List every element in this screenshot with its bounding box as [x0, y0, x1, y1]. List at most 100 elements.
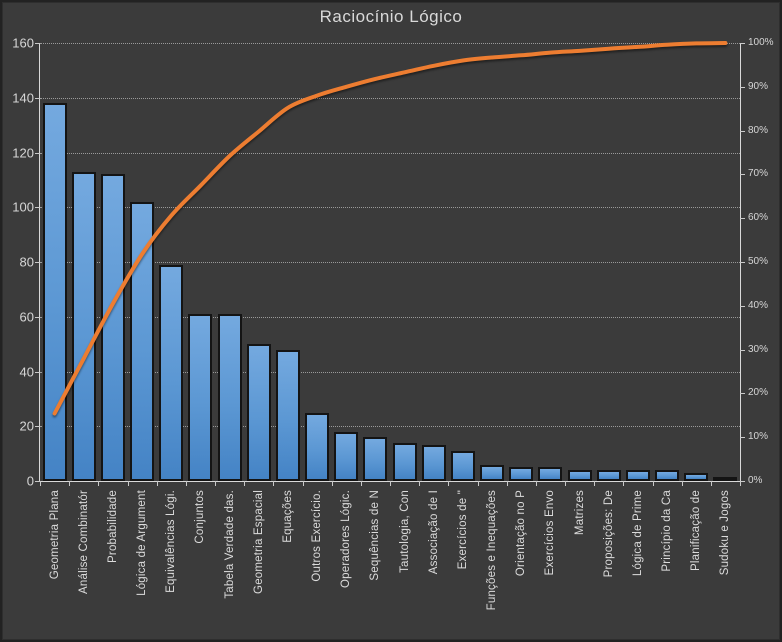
right-axis-tick-label: 10% — [748, 431, 769, 443]
bar-19[interactable] — [567, 470, 592, 481]
axis-tick — [244, 481, 245, 486]
axis-tick — [35, 426, 40, 428]
gridline — [40, 152, 740, 154]
axis-tick — [35, 207, 40, 209]
category-label: Outros Exercício. — [311, 490, 324, 582]
category-label: Conjuntos — [194, 490, 207, 544]
left-axis-tick-label: 0 — [26, 473, 34, 489]
bar-15[interactable] — [450, 450, 475, 481]
category-label: Planificação de — [690, 490, 703, 571]
axis-tick — [740, 349, 745, 351]
category-label: Tabela Verdade das. — [223, 490, 236, 599]
category-label: Exercícios Envo — [544, 490, 557, 576]
bar-13[interactable] — [392, 442, 417, 481]
axis-tick — [35, 262, 40, 263]
right-axis-tick-label: 20% — [748, 387, 769, 399]
axis-tick — [186, 481, 187, 486]
axis-tick — [623, 481, 624, 486]
bar-21[interactable] — [625, 470, 650, 481]
cumulative-percent-line[interactable] — [52, 41, 728, 416]
axis-tick — [507, 481, 508, 486]
axis-tick — [740, 481, 745, 482]
category-label: Funções e Inequações — [486, 490, 499, 611]
bar-23[interactable] — [684, 472, 709, 481]
category-label: Sudoku e Jogos — [719, 490, 732, 576]
category-label: Operadores Lógic. — [340, 490, 353, 589]
category-label: Equivalências Lógi. — [165, 490, 178, 593]
bar-6[interactable] — [188, 314, 213, 481]
axis-tick — [594, 481, 595, 486]
axis-tick — [448, 481, 449, 486]
category-label: Geometria Espacial — [252, 490, 265, 594]
axis-tick — [740, 174, 745, 176]
bar-10[interactable] — [305, 412, 330, 481]
right-axis-tick-label: 100% — [748, 37, 774, 48]
axis-tick — [478, 481, 479, 486]
bar-24[interactable] — [713, 477, 738, 481]
right-axis-tick-label: 50% — [748, 256, 769, 267]
cumulative-line-chart[interactable] — [40, 41, 740, 481]
category-label: Lógica de Argument — [136, 490, 149, 596]
bar-3[interactable] — [100, 174, 125, 481]
axis-tick — [35, 152, 40, 154]
category-label: Orientação no P — [515, 490, 528, 577]
axis-tick — [69, 481, 70, 486]
category-label: Associação de I — [427, 490, 440, 575]
bar-22[interactable] — [655, 470, 680, 481]
axis-tick — [35, 316, 40, 318]
bar-16[interactable] — [480, 464, 505, 481]
bar-9[interactable] — [275, 349, 300, 481]
axis-tick — [536, 481, 537, 486]
bar-11[interactable] — [334, 431, 359, 481]
axis-tick — [390, 481, 391, 486]
left-axis-tick-label: 120 — [12, 145, 34, 160]
axis-tick — [273, 481, 274, 486]
bar-1[interactable] — [42, 103, 67, 481]
bar-7[interactable] — [217, 314, 242, 481]
axis-tick — [40, 481, 41, 486]
bar-14[interactable] — [421, 445, 446, 481]
bar-20[interactable] — [596, 470, 621, 481]
bar-17[interactable] — [509, 467, 534, 481]
axis-tick — [653, 481, 654, 486]
category-label: Análise Combinatór — [77, 490, 90, 594]
category-label: Sequências de N — [369, 490, 382, 581]
bar-4[interactable] — [130, 201, 155, 481]
right-axis-tick-label: 90% — [748, 80, 769, 92]
category-label: Equações — [281, 490, 294, 543]
chart-title[interactable]: Raciocínio Lógico — [319, 7, 463, 26]
category-label: Matrizes — [573, 490, 586, 536]
bar-8[interactable] — [246, 344, 271, 481]
category-label: Tautologia, Con — [398, 490, 411, 573]
bar-2[interactable] — [71, 171, 96, 481]
gridline — [40, 426, 740, 428]
left-axis-tick-label: 40 — [19, 364, 34, 379]
gridline — [40, 43, 740, 44]
bar-5[interactable] — [159, 264, 184, 481]
plot-area — [40, 43, 740, 481]
bar-12[interactable] — [363, 437, 388, 481]
left-axis-tick-label: 20 — [19, 418, 34, 434]
axis-tick — [740, 262, 745, 263]
left-axis-tick-label: 80 — [19, 254, 34, 270]
left-axis-tick-label: 140 — [12, 90, 34, 106]
gridline — [40, 207, 740, 209]
bar-18[interactable] — [538, 467, 563, 481]
right-axis-tick-label: 30% — [748, 343, 769, 355]
gridline — [40, 316, 740, 318]
axis-tick — [740, 393, 745, 395]
axis-tick — [740, 43, 745, 44]
category-label: Exercícios de " — [456, 490, 469, 570]
gridline — [40, 371, 740, 373]
category-label: Lógica de Prime — [631, 490, 644, 577]
axis-tick — [332, 481, 333, 486]
left-axis-tick-label: 100 — [12, 199, 34, 215]
axis-tick — [740, 481, 741, 486]
category-label: Probabilidade — [106, 490, 119, 563]
axis-tick — [128, 481, 129, 486]
axis-tick — [740, 86, 745, 88]
left-axis-tick-label: 160 — [12, 35, 34, 51]
gridline — [40, 97, 740, 99]
axis-tick — [35, 97, 40, 99]
